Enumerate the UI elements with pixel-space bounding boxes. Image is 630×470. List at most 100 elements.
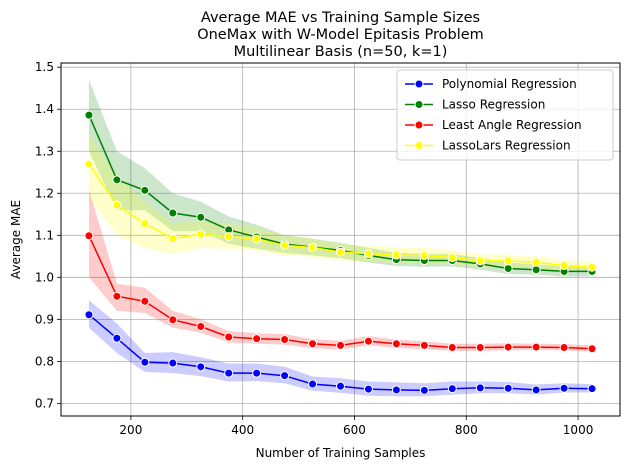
point-lasso-regression [531,265,541,275]
point-polynomial-regression [336,381,345,391]
y-tick-label: 0.7 [35,396,54,410]
y-tick-label: 1.4 [35,102,54,116]
y-axis-ticks: 0.7 0.8 0.9 1.0 1.1 1.2 1.3 1.4 1.5 [35,60,61,410]
point-lassolars-regression [224,232,234,242]
point-lassolars-regression [280,240,290,250]
chart-title: Average MAE vs Training Sample SizesOneM… [197,10,484,60]
plot-frame [60,62,621,417]
chart-title-line-2: OneMax with W-Model Epitasis Problem [197,27,484,43]
point-polynomial-regression [559,383,569,393]
point-lasso-regression [84,110,94,120]
band-lasso-regression [89,79,592,277]
point-polynomial-regression [447,384,457,394]
point-least-angle-regression [336,340,345,350]
legend-label: Least Angle Regression [442,118,582,132]
point-polynomial-regression [587,384,597,394]
point-least-angle-regression [308,339,318,349]
point-polynomial-regression [140,357,150,367]
legend-label: Polynomial Regression [442,77,577,91]
y-tick-label: 0.9 [35,312,54,326]
point-lassolars-regression [475,256,485,266]
y-tick-label: 1.3 [35,144,54,158]
point-lassolars-regression [196,229,206,239]
x-tick-label: 800 [455,423,478,437]
chart-title-line-1: Average MAE vs Training Sample Sizes [201,10,480,26]
x-tick-label: 1000 [563,423,594,437]
point-polynomial-regression [503,383,513,393]
point-least-angle-regression [280,335,290,345]
point-least-angle-regression [419,340,429,350]
point-lassolars-regression [308,242,318,252]
x-tick-label: 400 [231,423,254,437]
legend-label: LassoLars Regression [442,139,571,153]
point-least-angle-regression [196,321,206,331]
band-lassolars-regression [89,134,592,273]
point-polynomial-regression [196,362,206,372]
point-lassolars-regression [140,219,150,229]
point-lasso-regression [168,208,178,218]
point-least-angle-regression [391,339,401,349]
point-lassolars-regression [336,247,345,257]
point-least-angle-regression [252,334,262,344]
y-axis-label: Average MAE [9,200,23,279]
point-lassolars-regression [84,159,94,169]
point-lassolars-regression [587,262,597,272]
point-lassolars-regression [447,253,457,263]
y-tick-label: 1.1 [35,228,54,242]
y-tick-label: 1.5 [35,60,54,74]
point-lassolars-regression [531,257,541,267]
chart-title-line-3: Multilinear Basis (n=50, k=1) [234,44,448,60]
confidence-bands [89,79,592,397]
point-polynomial-regression [531,385,541,395]
series-points [84,110,597,395]
point-lasso-regression [140,185,150,195]
point-least-angle-regression [503,342,513,352]
point-lassolars-regression [419,250,429,260]
point-lassolars-regression [559,261,569,271]
legend-marker [414,141,424,150]
point-least-angle-regression [531,342,541,352]
point-least-angle-regression [363,336,373,346]
point-least-angle-regression [112,291,122,301]
point-polynomial-regression [363,384,373,394]
point-lassolars-regression [503,256,513,266]
legend-box [396,69,614,161]
point-lassolars-regression [363,249,373,259]
legend-label: Lasso Regression [442,98,545,112]
x-tick-label: 200 [119,423,142,437]
point-polynomial-regression [112,333,122,343]
legend: Polynomial Regression Lasso Regression Lea… [396,69,614,161]
point-lasso-regression [196,212,206,222]
point-lasso-regression [503,263,513,273]
point-least-angle-regression [168,315,178,325]
legend-marker [414,100,424,109]
x-axis-ticks: 200 400 600 800 1000 [119,416,593,437]
legend-marker [414,120,424,130]
point-polynomial-regression [84,310,94,320]
point-lassolars-regression [112,200,122,210]
point-polynomial-regression [308,379,318,389]
point-polynomial-regression [391,385,401,395]
point-least-angle-regression [475,343,485,353]
point-least-angle-regression [140,296,150,306]
point-polynomial-regression [224,368,234,378]
point-lassolars-regression [252,234,262,244]
point-lassolars-regression [391,250,401,260]
y-tick-label: 1.0 [35,270,54,284]
point-least-angle-regression [224,332,234,342]
point-polynomial-regression [252,368,262,378]
point-lassolars-regression [168,234,178,244]
point-least-angle-regression [447,343,457,353]
y-tick-label: 0.8 [35,354,54,368]
band-polynomial-regression [89,300,592,397]
point-lasso-regression [112,175,122,185]
legend-marker [414,79,424,89]
x-tick-label: 600 [343,423,366,437]
point-least-angle-regression [559,343,569,353]
y-tick-label: 1.2 [35,186,54,200]
x-axis-label: Number of Training Samples [256,446,426,460]
point-polynomial-regression [475,383,485,393]
point-polynomial-regression [280,371,290,381]
point-least-angle-regression [84,231,94,241]
